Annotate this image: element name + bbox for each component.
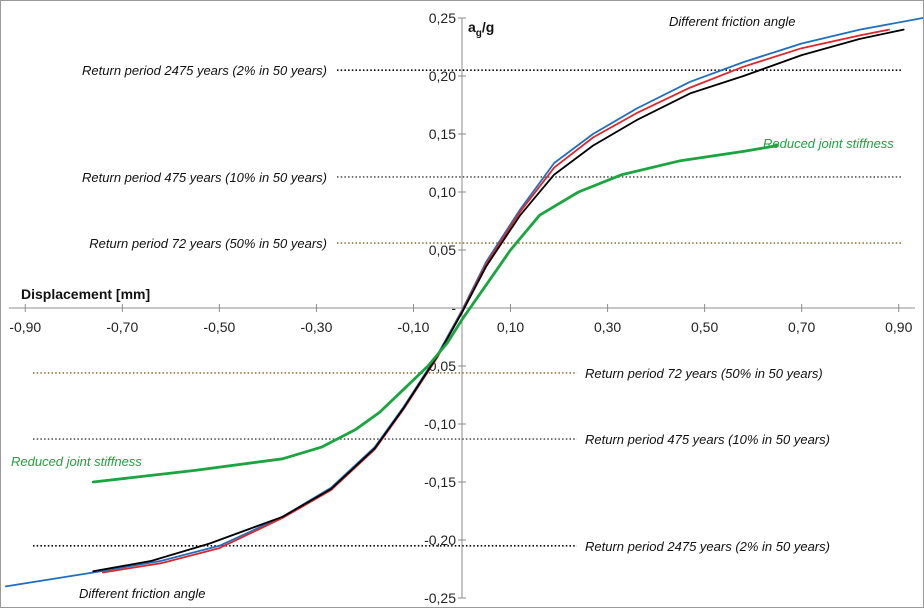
y-tick-label: -0,10	[424, 416, 456, 432]
return-period-label: Return period 2475 years (2% in 50 years…	[585, 539, 830, 554]
x-tick-label: -0,70	[106, 319, 138, 335]
return-period-label: Return period 72 years (50% in 50 years)	[585, 366, 823, 381]
x-tick-label: 0,90	[885, 319, 912, 335]
x-tick-labels: -0,90 -0,70 -0,50 -0,30 -0,10 0,10 0,30 0,50 0,7…	[9, 304, 913, 335]
data-series	[5, 17, 923, 588]
joint-stiffness-label-right: Reduced joint stiffness	[763, 136, 894, 151]
x-tick-label: 0,30	[594, 319, 621, 335]
annotations: Different friction angle Different frict…	[11, 14, 894, 601]
return-period-label: Return period 475 years (10% in 50 years…	[82, 170, 327, 185]
y-tick-label: 0,25	[429, 10, 456, 26]
series-line-2	[102, 28, 890, 574]
y-tick-label: -0,15	[424, 474, 456, 490]
y-tick-labels: 0,250,200,150,100,05--0,05-0,10-0,15-0,2…	[424, 10, 466, 606]
x-tick-label: -0,30	[300, 319, 332, 335]
reference-lines: Return period 2475 years (2% in 50 years…	[33, 63, 901, 554]
y-tick-label: -0,20	[424, 532, 456, 548]
x-tick-label: -0,10	[398, 319, 430, 335]
joint-stiffness-label-left: Reduced joint stiffness	[11, 454, 142, 469]
x-tick-label: -0,90	[9, 319, 41, 335]
y-tick-label: -	[451, 300, 456, 316]
x-tick-label: 0,10	[497, 319, 524, 335]
y-tick-label: 0,05	[429, 242, 456, 258]
y-tick-label: 0,20	[429, 68, 456, 84]
y-axis-title: ag/g	[468, 19, 494, 39]
return-period-label: Return period 72 years (50% in 50 years)	[89, 236, 327, 251]
series-line-1	[5, 17, 923, 588]
return-period-label: Return period 475 years (10% in 50 years…	[585, 432, 830, 447]
x-tick-label: 0,70	[788, 319, 815, 335]
series-line-3	[92, 28, 905, 573]
series-line-4	[91, 144, 779, 484]
y-tick-label: 0,10	[429, 184, 456, 200]
x-tick-label: 0,50	[691, 319, 718, 335]
y-tick-label: 0,15	[429, 126, 456, 142]
friction-angle-label-bottom: Different friction angle	[79, 586, 205, 601]
return-period-label: Return period 2475 years (2% in 50 years…	[82, 63, 327, 78]
x-axis-title: Displacement [mm]	[21, 286, 150, 302]
friction-angle-label-top: Different friction angle	[669, 14, 795, 29]
x-tick-label: -0,50	[203, 319, 235, 335]
y-tick-label: -0,25	[424, 590, 456, 606]
